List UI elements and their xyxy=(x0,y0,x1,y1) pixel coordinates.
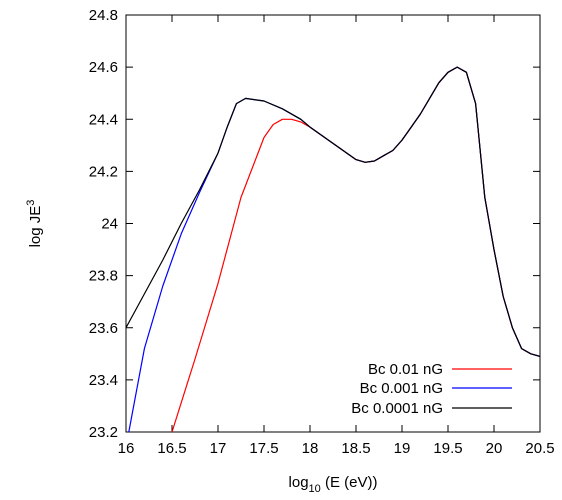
x-axis-label: log10 (E (eV)) xyxy=(289,474,378,495)
y-tick-label: 24.8 xyxy=(89,7,118,24)
x-tick-label: 20.5 xyxy=(525,440,554,457)
ticks: 16 16.5 17 17.5 18 18.5 19 19.5 20 20.5 23.2 23.4 23… xyxy=(89,7,555,457)
x-tick-label: 17.5 xyxy=(249,440,278,457)
series-line-2 xyxy=(128,66,540,432)
y-tick-label: 23.8 xyxy=(89,268,118,285)
x-tick-label: 19.5 xyxy=(433,440,462,457)
y-tick-label: 23.4 xyxy=(89,372,118,389)
series-lines xyxy=(126,66,540,432)
x-tick-label: 16 xyxy=(118,440,135,457)
y-tick-label: 24.4 xyxy=(89,111,118,128)
y-axis-label: log JE3 xyxy=(25,200,44,248)
x-tick-label: 20 xyxy=(486,440,503,457)
y-tick-label: 24.6 xyxy=(89,59,118,76)
legend-label: Bc 0.0001 nG xyxy=(351,400,443,417)
x-tick-label: 18.5 xyxy=(341,440,370,457)
x-tick-label: 16.5 xyxy=(157,440,186,457)
y-tick-label: 24.2 xyxy=(89,163,118,180)
x-tick-label: 18 xyxy=(302,440,319,457)
legend-label: Bc 0.01 nG xyxy=(368,361,443,378)
y-tick-label: 23.2 xyxy=(89,424,118,441)
x-tick-label: 17 xyxy=(210,440,227,457)
y-tick-label: 24 xyxy=(101,216,118,233)
y-tick-label: 23.6 xyxy=(89,320,118,337)
legend: Bc 0.01 nG Bc 0.001 nG Bc 0.0001 nG xyxy=(351,361,512,417)
x-tick-label: 19 xyxy=(394,440,411,457)
legend-label: Bc 0.001 nG xyxy=(360,380,443,397)
series-line-1 xyxy=(171,66,540,432)
series-line-3 xyxy=(126,66,540,357)
